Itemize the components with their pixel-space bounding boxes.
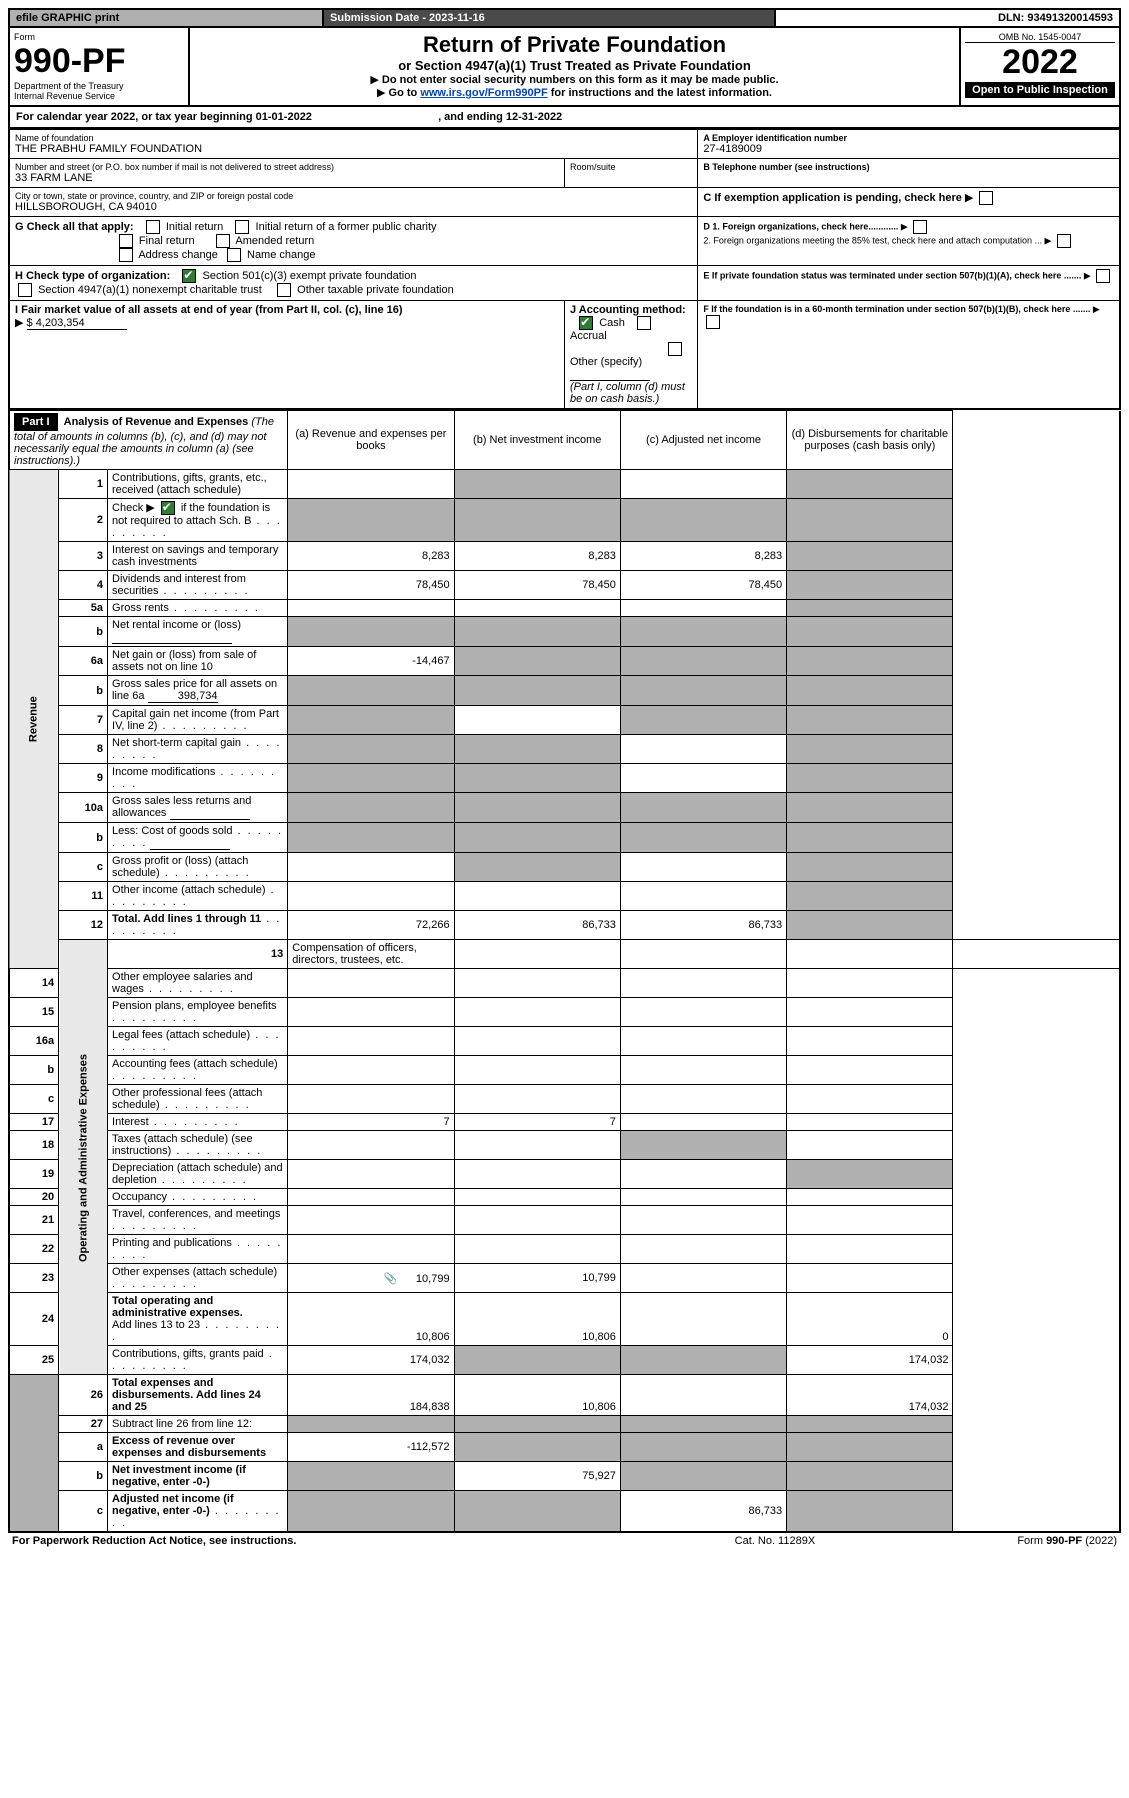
attachment-icon[interactable]: 📎: [384, 1273, 398, 1285]
efile-label[interactable]: efile GRAPHIC print: [9, 9, 323, 27]
col-d: (d) Disbursements for charitable purpose…: [787, 411, 953, 470]
cat-no: Cat. No. 11289X: [674, 1533, 876, 1549]
city: HILLSBOROUGH, CA 94010: [15, 201, 692, 213]
ein-value: 27-4189009: [703, 143, 1114, 155]
d1-label: D 1. Foreign organizations, check here..…: [703, 221, 898, 231]
irs: Internal Revenue Service: [14, 91, 184, 101]
d1-checkbox[interactable]: [913, 220, 927, 234]
j-cash-checkbox[interactable]: [579, 316, 593, 330]
note-goto: Go to www.irs.gov/Form990PF for instruct…: [194, 86, 955, 99]
form-ref: Form 990-PF (2022): [876, 1533, 1121, 1549]
f-label: F If the foundation is in a 60-month ter…: [703, 304, 1090, 314]
g-addr-checkbox[interactable]: [119, 248, 133, 262]
note-ssn: Do not enter social security numbers on …: [194, 73, 955, 86]
expenses-section: Operating and Administrative Expenses: [59, 940, 108, 1375]
d2-label: 2. Foreign organizations meeting the 85%…: [703, 235, 1042, 245]
c-checkbox[interactable]: [979, 191, 993, 205]
f-checkbox[interactable]: [706, 315, 720, 329]
part1-table: Part I Analysis of Revenue and Expenses …: [8, 410, 1121, 1533]
g-label: G Check all that apply:: [15, 221, 134, 233]
h-other-checkbox[interactable]: [277, 283, 291, 297]
g-final-checkbox[interactable]: [119, 234, 133, 248]
topbar: efile GRAPHIC print Submission Date - 20…: [8, 8, 1121, 28]
dln: DLN: 93491320014593: [775, 9, 1120, 27]
d2-checkbox[interactable]: [1057, 234, 1071, 248]
i-label: I Fair market value of all assets at end…: [15, 304, 403, 316]
dept: Department of the Treasury: [14, 81, 184, 91]
entity-info: Name of foundation THE PRABHU FAMILY FOU…: [8, 129, 1121, 410]
part1-label: Part I: [14, 413, 58, 431]
h-4947-checkbox[interactable]: [18, 283, 32, 297]
c-label: C If exemption application is pending, c…: [703, 192, 962, 204]
revenue-section: Revenue: [9, 470, 59, 969]
g-initial-checkbox[interactable]: [146, 220, 160, 234]
form-header: Form 990-PF Department of the Treasury I…: [8, 28, 1121, 107]
h-label: H Check type of organization:: [15, 270, 170, 282]
form-title: Return of Private Foundation: [194, 32, 955, 58]
col-c: (c) Adjusted net income: [620, 411, 786, 470]
r2-checkbox[interactable]: [161, 501, 175, 515]
form-label: Form: [14, 32, 184, 42]
foundation-name: THE PRABHU FAMILY FOUNDATION: [15, 143, 692, 155]
open-to-public: Open to Public Inspection: [965, 82, 1115, 98]
name-label: Name of foundation: [15, 133, 692, 143]
pra-notice: For Paperwork Reduction Act Notice, see …: [12, 1535, 296, 1547]
g-amended-checkbox[interactable]: [216, 234, 230, 248]
i-value: $ 4,203,354: [27, 317, 127, 330]
j-note: (Part I, column (d) must be on cash basi…: [570, 381, 685, 405]
g-name-checkbox[interactable]: [227, 248, 241, 262]
irs-link[interactable]: www.irs.gov/Form990PF: [420, 87, 547, 99]
ein-label: A Employer identification number: [703, 133, 847, 143]
col-b: (b) Net investment income: [454, 411, 620, 470]
city-label: City or town, state or province, country…: [15, 191, 692, 201]
room-label: Room/suite: [570, 162, 692, 172]
calendar-year: For calendar year 2022, or tax year begi…: [8, 107, 1121, 129]
phone-label: B Telephone number (see instructions): [703, 162, 869, 172]
form-number: 990-PF: [14, 42, 184, 81]
footer: For Paperwork Reduction Act Notice, see …: [8, 1533, 1121, 1549]
omb: OMB No. 1545-0047: [965, 32, 1115, 43]
col-a: (a) Revenue and expenses per books: [288, 411, 454, 470]
g-initial-former-checkbox[interactable]: [235, 220, 249, 234]
submission-date: Submission Date - 2023-11-16: [323, 9, 775, 27]
part1-title: Analysis of Revenue and Expenses: [64, 416, 249, 428]
h-501c3-checkbox[interactable]: [182, 269, 196, 283]
e-checkbox[interactable]: [1096, 269, 1110, 283]
addr: 33 FARM LANE: [15, 172, 559, 184]
addr-label: Number and street (or P.O. box number if…: [15, 162, 559, 172]
j-other-checkbox[interactable]: [668, 342, 682, 356]
e-label: E If private foundation status was termi…: [703, 270, 1081, 280]
j-accrual-checkbox[interactable]: [637, 316, 651, 330]
tax-year: 2022: [965, 43, 1115, 82]
form-subtitle: or Section 4947(a)(1) Trust Treated as P…: [194, 58, 955, 73]
